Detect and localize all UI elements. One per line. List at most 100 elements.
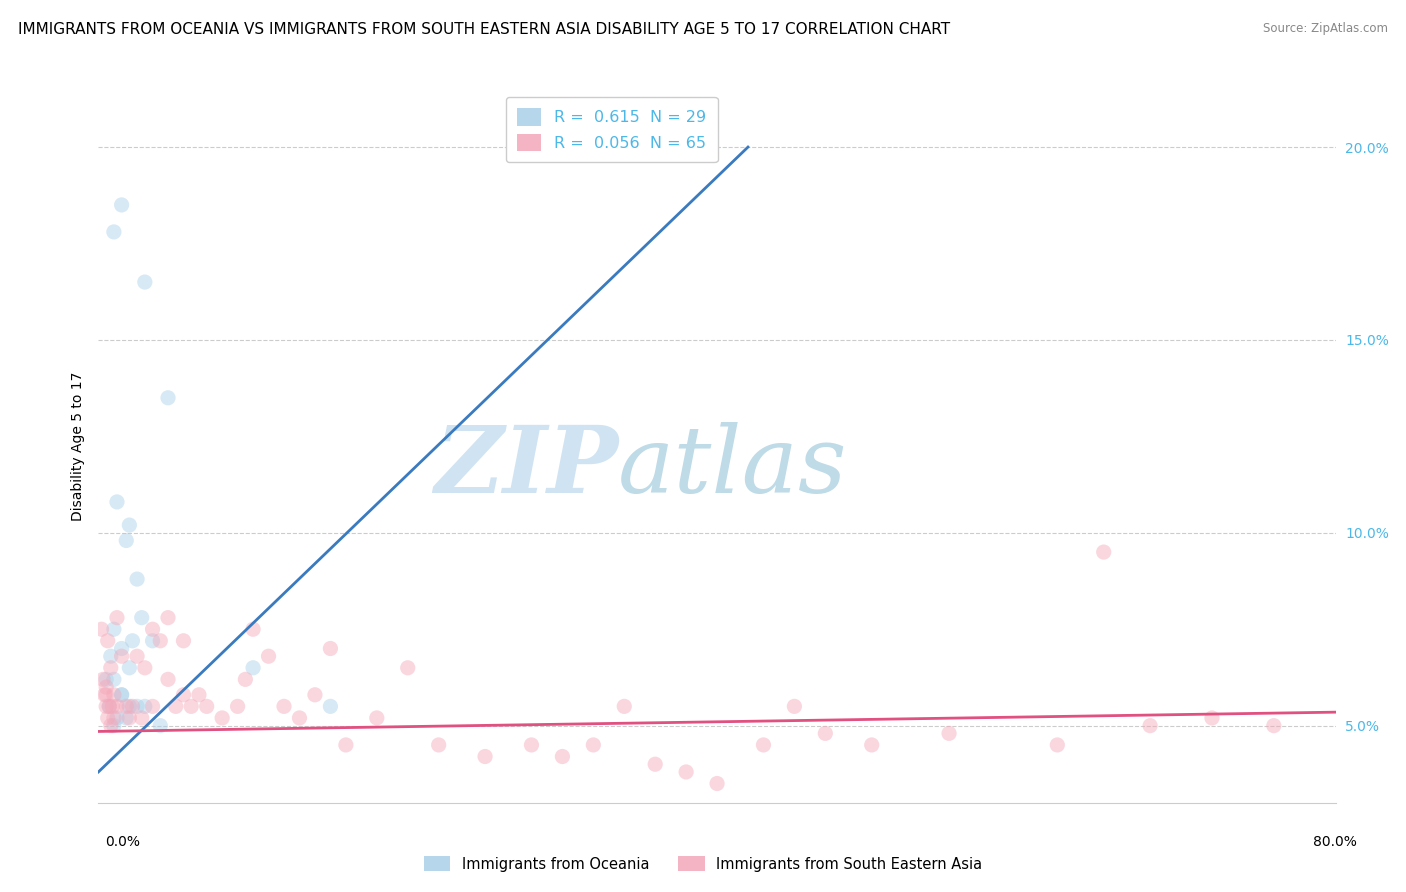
Text: Source: ZipAtlas.com: Source: ZipAtlas.com: [1263, 22, 1388, 36]
Point: [111, 649, 132, 664]
Point: [613, 699, 636, 714]
Point: [103, 711, 125, 725]
Point: [101, 699, 124, 714]
Point: [427, 738, 450, 752]
Text: 0.0%: 0.0%: [105, 835, 141, 848]
Point: [188, 688, 211, 702]
Point: [103, 719, 125, 733]
Point: [115, 699, 138, 714]
Point: [1046, 738, 1069, 752]
Point: [172, 633, 194, 648]
Text: ZIP: ZIP: [434, 423, 619, 512]
Point: [235, 673, 257, 687]
Point: [111, 688, 132, 702]
Point: [100, 719, 122, 733]
Point: [141, 622, 165, 636]
Point: [157, 391, 180, 405]
Point: [1139, 719, 1161, 733]
Point: [127, 699, 149, 714]
Point: [257, 649, 280, 664]
Point: [1201, 711, 1223, 725]
Point: [814, 726, 837, 740]
Point: [105, 610, 128, 624]
Point: [121, 699, 143, 714]
Point: [118, 699, 141, 714]
Point: [644, 757, 666, 772]
Point: [127, 649, 149, 664]
Point: [118, 661, 141, 675]
Point: [366, 711, 388, 725]
Point: [335, 738, 357, 752]
Text: IMMIGRANTS FROM OCEANIA VS IMMIGRANTS FROM SOUTH EASTERN ASIA DISABILITY AGE 5 T: IMMIGRANTS FROM OCEANIA VS IMMIGRANTS FR…: [18, 22, 950, 37]
Point: [111, 641, 132, 656]
Point: [582, 738, 605, 752]
Point: [242, 622, 264, 636]
Point: [96, 688, 118, 702]
Point: [96, 680, 118, 694]
Point: [319, 699, 342, 714]
Point: [752, 738, 775, 752]
Point: [98, 699, 121, 714]
Point: [103, 673, 125, 687]
Point: [121, 633, 143, 648]
Point: [1263, 719, 1285, 733]
Point: [149, 633, 172, 648]
Point: [273, 699, 295, 714]
Point: [91, 673, 114, 687]
Point: [860, 738, 883, 752]
Point: [103, 688, 125, 702]
Point: [180, 699, 202, 714]
Point: [111, 198, 132, 212]
Legend: Immigrants from Oceania, Immigrants from South Eastern Asia: Immigrants from Oceania, Immigrants from…: [418, 850, 988, 878]
Point: [97, 711, 120, 725]
Text: 80.0%: 80.0%: [1313, 835, 1357, 848]
Point: [103, 225, 125, 239]
Point: [1092, 545, 1115, 559]
Point: [520, 738, 543, 752]
Point: [141, 633, 165, 648]
Point: [105, 495, 128, 509]
Point: [97, 633, 120, 648]
Point: [118, 518, 141, 533]
Point: [118, 711, 141, 725]
Point: [211, 711, 233, 725]
Point: [131, 711, 153, 725]
Point: [165, 699, 187, 714]
Point: [96, 673, 118, 687]
Point: [100, 661, 122, 675]
Point: [131, 610, 153, 624]
Point: [90, 622, 112, 636]
Point: [242, 661, 264, 675]
Point: [396, 661, 419, 675]
Point: [100, 649, 122, 664]
Point: [111, 688, 132, 702]
Point: [93, 688, 115, 702]
Point: [115, 711, 138, 725]
Point: [127, 572, 149, 586]
Legend: R =  0.615  N = 29, R =  0.056  N = 65: R = 0.615 N = 29, R = 0.056 N = 65: [506, 97, 717, 162]
Point: [157, 610, 180, 624]
Point: [706, 776, 728, 790]
Point: [172, 688, 194, 702]
Point: [319, 641, 342, 656]
Point: [938, 726, 960, 740]
Point: [551, 749, 574, 764]
Point: [675, 764, 697, 779]
Point: [105, 699, 128, 714]
Point: [149, 719, 172, 733]
Point: [105, 711, 128, 725]
Point: [288, 711, 311, 725]
Point: [134, 699, 156, 714]
Point: [115, 533, 138, 548]
Point: [226, 699, 249, 714]
Point: [304, 688, 326, 702]
Point: [141, 699, 165, 714]
Point: [474, 749, 496, 764]
Point: [783, 699, 806, 714]
Point: [96, 699, 118, 714]
Point: [195, 699, 218, 714]
Point: [157, 673, 180, 687]
Y-axis label: Disability Age 5 to 17: Disability Age 5 to 17: [70, 371, 84, 521]
Point: [98, 699, 121, 714]
Point: [103, 622, 125, 636]
